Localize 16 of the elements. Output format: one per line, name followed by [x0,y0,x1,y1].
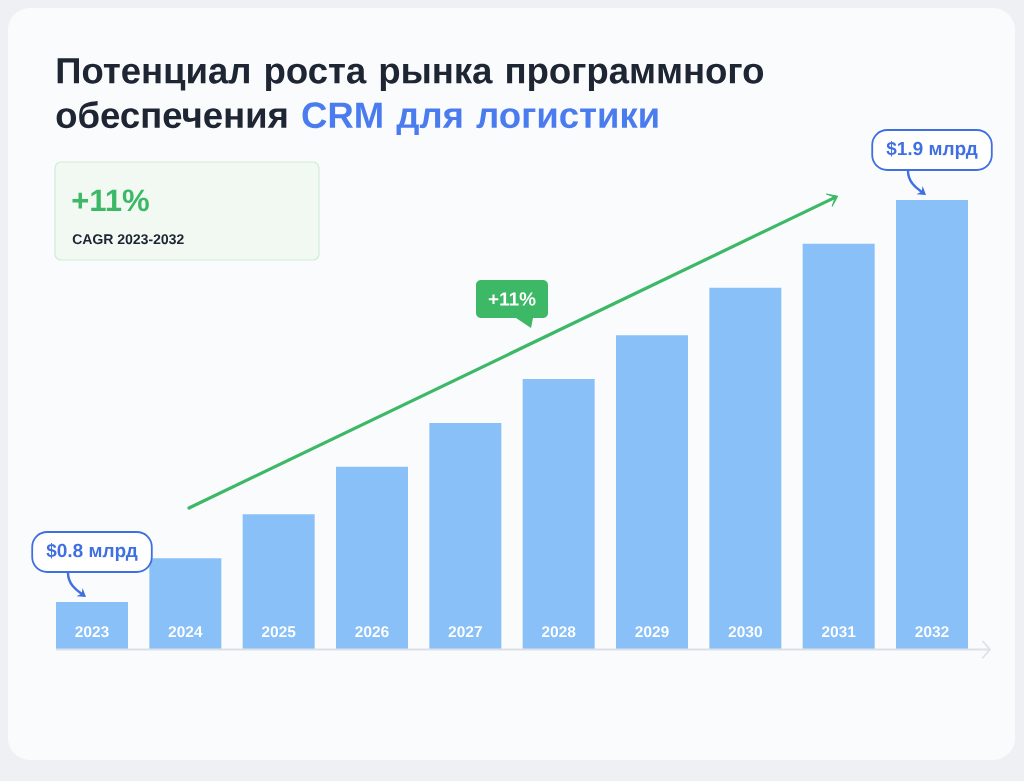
x-tick-label: 2031 [821,626,856,638]
data-label: $0.8 млрд [46,542,138,561]
annotation: CAGR 2023-2032 [72,234,184,245]
x-tick-label: 2023 [75,626,109,638]
x-tick-label: 2026 [355,626,389,638]
x-tick-label: 2027 [448,626,482,638]
x-tick-label: 2030 [728,626,762,638]
x-tick-label: 2024 [168,626,203,638]
x-tick-label: 2025 [261,626,296,638]
annotation: +11% [488,292,536,306]
x-tick-label: 2029 [635,626,669,638]
annotation: +11% [72,189,149,212]
chart-title: Потенциал роста рынка программного обеспечения CRM для логистики [56,58,764,136]
data-label: $1.9 млрд [886,140,978,160]
x-tick-label: 2028 [541,626,576,638]
x-tick-label: 2032 [915,626,949,638]
